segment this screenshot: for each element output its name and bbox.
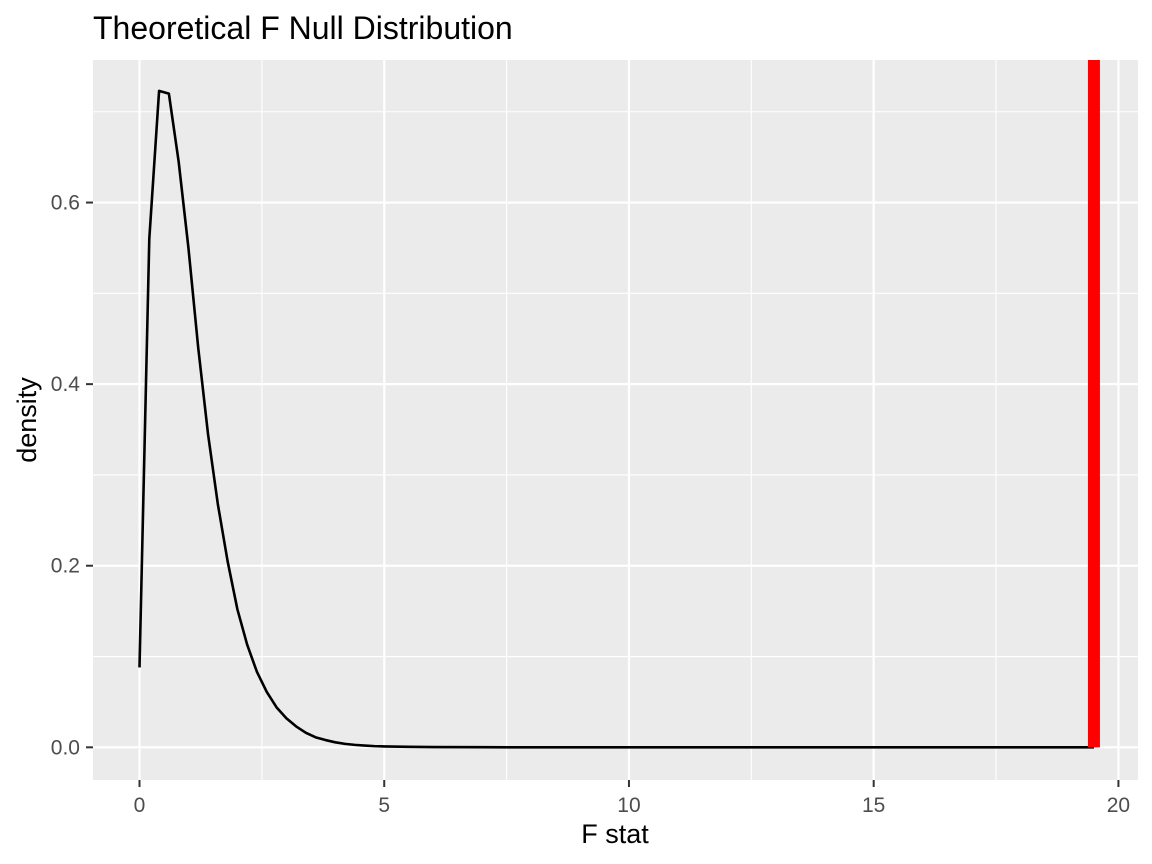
minor-gridlines xyxy=(93,60,1138,780)
y-tick-label: 0.2 xyxy=(51,555,80,578)
x-tick-label: 15 xyxy=(862,794,885,817)
y-tick-label: 0.4 xyxy=(51,373,81,396)
density-curve xyxy=(138,89,1094,749)
x-tick-label: 10 xyxy=(617,794,640,817)
x-tick-label: 5 xyxy=(378,794,390,817)
y-tick-label: 0.6 xyxy=(51,192,80,215)
x-axis-title: F stat xyxy=(581,819,649,849)
y-axis-title: density xyxy=(12,377,42,463)
plot-panel xyxy=(93,60,1138,780)
series-layer xyxy=(138,89,1094,749)
x-axis: 0 5 10 15 20 xyxy=(134,780,1130,817)
y-axis: 0.0 0.2 0.4 0.6 xyxy=(51,192,93,759)
y-tick-label: 0.0 xyxy=(51,736,80,759)
x-tick-label: 0 xyxy=(134,794,146,817)
x-tick-label: 20 xyxy=(1107,794,1130,817)
chart-title: Theoretical F Null Distribution xyxy=(93,10,513,46)
